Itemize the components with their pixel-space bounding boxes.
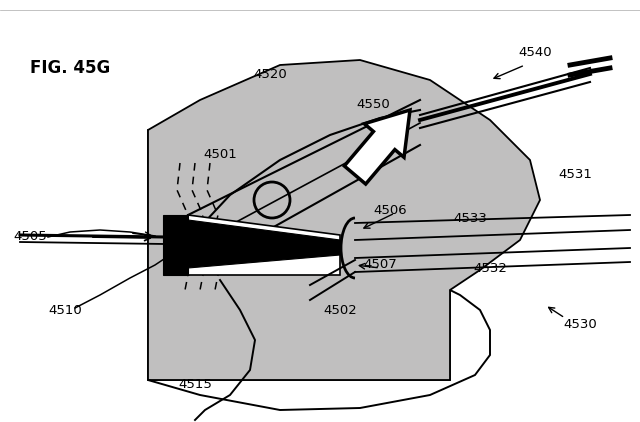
Text: 4506: 4506 xyxy=(373,203,407,216)
Text: 4505: 4505 xyxy=(13,230,47,243)
Text: 4530: 4530 xyxy=(563,319,597,332)
Text: 4507: 4507 xyxy=(363,259,397,271)
Polygon shape xyxy=(188,220,340,268)
Text: FIG. 45G: FIG. 45G xyxy=(30,59,110,77)
Text: 4533: 4533 xyxy=(453,211,487,225)
Text: 4515: 4515 xyxy=(178,379,212,392)
Bar xyxy=(148,130,450,380)
Polygon shape xyxy=(188,215,340,275)
Bar xyxy=(163,215,188,275)
Text: 4550: 4550 xyxy=(356,98,390,111)
Text: 4540: 4540 xyxy=(518,46,552,59)
Text: 4531: 4531 xyxy=(558,168,592,181)
Text: 4532: 4532 xyxy=(473,262,507,274)
Text: 4520: 4520 xyxy=(253,68,287,81)
Text: 4502: 4502 xyxy=(323,303,357,316)
Text: 4510: 4510 xyxy=(48,303,82,316)
FancyArrow shape xyxy=(344,110,410,184)
Text: 4501: 4501 xyxy=(203,149,237,162)
Polygon shape xyxy=(148,60,540,380)
